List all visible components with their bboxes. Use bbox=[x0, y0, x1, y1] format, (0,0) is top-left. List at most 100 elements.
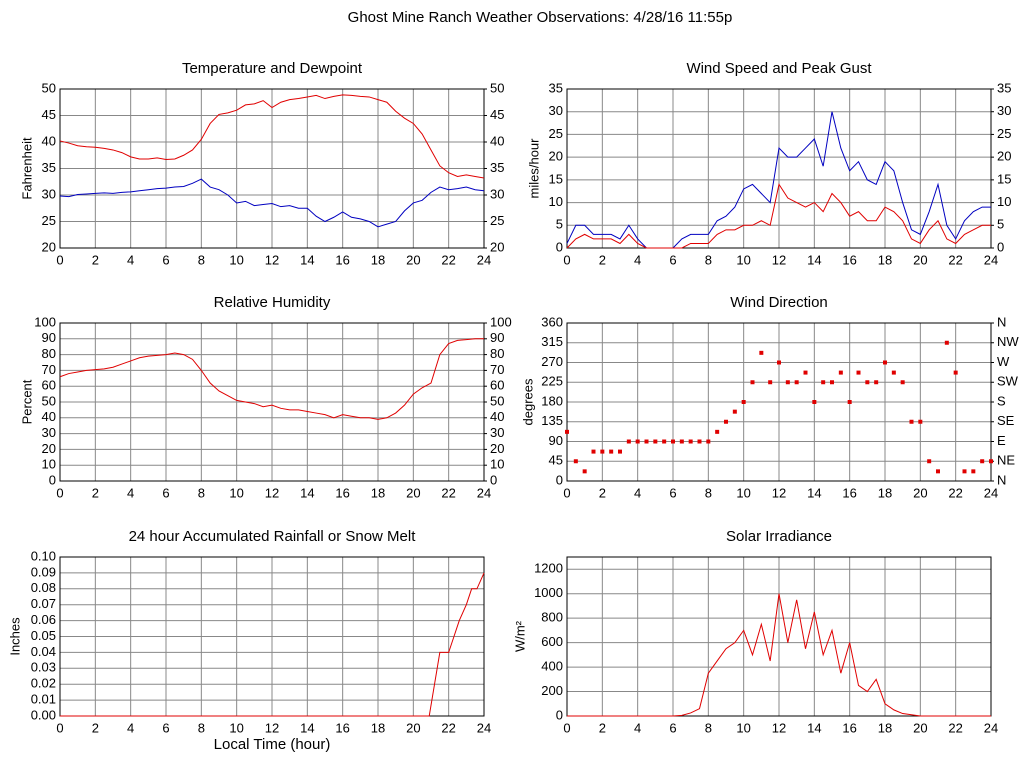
x-tick-label: 12 bbox=[265, 485, 279, 500]
y-tick-label: 800 bbox=[541, 610, 563, 625]
data-point bbox=[741, 400, 746, 404]
x-tick-label: 8 bbox=[198, 720, 205, 735]
data-point bbox=[812, 400, 817, 404]
data-point bbox=[874, 380, 879, 385]
x-tick-label: 4 bbox=[634, 485, 641, 500]
x-tick-label: 6 bbox=[669, 252, 676, 267]
data-point bbox=[847, 400, 852, 404]
data-point bbox=[600, 449, 605, 454]
y-tick-label: 0.07 bbox=[31, 596, 56, 611]
x-tick-label: 14 bbox=[807, 485, 821, 500]
y2-tick-label: NE bbox=[997, 453, 1015, 468]
x-tick-label: 16 bbox=[842, 720, 856, 735]
x-tick-label: 4 bbox=[127, 720, 134, 735]
y-tick-label: 45 bbox=[549, 453, 563, 468]
data-point bbox=[883, 360, 887, 365]
data-point bbox=[971, 469, 976, 474]
data-point bbox=[697, 439, 702, 444]
x-axis-label: Local Time (hour) bbox=[214, 736, 331, 753]
y-tick-label: 25 bbox=[549, 126, 563, 141]
x-tick-label: 18 bbox=[878, 485, 892, 500]
y-tick-label: 40 bbox=[42, 133, 56, 148]
data-line bbox=[567, 593, 991, 717]
y2-tick-label: 45 bbox=[490, 107, 504, 122]
data-point bbox=[750, 380, 755, 385]
y2-tick-label: N bbox=[997, 314, 1006, 329]
data-point bbox=[821, 380, 826, 385]
x-tick-label: 24 bbox=[477, 252, 491, 267]
y2-tick-label: 100 bbox=[490, 314, 512, 329]
y2-tick-label: 25 bbox=[997, 126, 1011, 141]
x-tick-label: 12 bbox=[772, 485, 786, 500]
chart-title: 24 hour Accumulated Rainfall or Snow Mel… bbox=[129, 528, 417, 545]
y-tick-label: 225 bbox=[541, 374, 563, 389]
y-tick-label: 35 bbox=[549, 80, 563, 95]
x-tick-label: 0 bbox=[563, 720, 570, 735]
y2-tick-label: NW bbox=[997, 334, 1019, 349]
x-tick-label: 10 bbox=[229, 485, 243, 500]
x-tick-label: 10 bbox=[736, 720, 750, 735]
y-tick-label: 25 bbox=[42, 213, 56, 228]
y-axis-label: W/m² bbox=[512, 620, 527, 652]
x-tick-label: 18 bbox=[371, 485, 385, 500]
y-tick-label: 35 bbox=[42, 160, 56, 175]
y2-tick-label: 20 bbox=[997, 149, 1011, 164]
y2-tick-label: 0 bbox=[490, 472, 497, 487]
x-tick-label: 14 bbox=[300, 485, 314, 500]
y-tick-label: 0 bbox=[556, 239, 563, 254]
y-tick-label: 1000 bbox=[534, 585, 563, 600]
y-tick-label: 1200 bbox=[534, 561, 563, 576]
data-point bbox=[953, 370, 958, 375]
y-tick-label: 0.02 bbox=[31, 676, 56, 691]
y-tick-label: 70 bbox=[42, 362, 56, 377]
data-point bbox=[724, 419, 728, 424]
plot-frame bbox=[566, 556, 992, 717]
x-tick-label: 0 bbox=[56, 252, 63, 267]
plot-frame bbox=[59, 88, 485, 249]
y-tick-label: 90 bbox=[549, 433, 563, 448]
data-point bbox=[918, 419, 923, 424]
x-tick-label: 4 bbox=[634, 720, 641, 735]
y-tick-label: 0.08 bbox=[31, 580, 56, 595]
x-tick-label: 8 bbox=[198, 485, 205, 500]
y2-tick-label: 5 bbox=[997, 217, 1004, 232]
x-tick-label: 20 bbox=[406, 485, 420, 500]
y-tick-label: 315 bbox=[541, 334, 563, 349]
chart-title: Relative Humidity bbox=[214, 294, 331, 311]
data-point bbox=[909, 419, 914, 424]
y2-tick-label: 0 bbox=[997, 239, 1004, 254]
data-point bbox=[688, 439, 693, 444]
y-tick-label: 400 bbox=[541, 659, 563, 674]
y2-tick-label: 35 bbox=[490, 160, 504, 175]
data-point bbox=[980, 459, 985, 464]
x-tick-label: 22 bbox=[441, 485, 455, 500]
y2-tick-label: SE bbox=[997, 413, 1015, 428]
data-point bbox=[732, 409, 737, 414]
plot-frame bbox=[59, 322, 485, 482]
data-point bbox=[679, 439, 684, 444]
chart-title: Wind Speed and Peak Gust bbox=[686, 60, 872, 77]
y-tick-label: 15 bbox=[549, 171, 563, 186]
y2-tick-label: 35 bbox=[997, 80, 1011, 95]
x-tick-label: 6 bbox=[669, 485, 676, 500]
x-tick-label: 4 bbox=[634, 252, 641, 267]
y2-tick-label: 20 bbox=[490, 239, 504, 254]
data-point bbox=[777, 360, 781, 365]
data-line bbox=[59, 178, 485, 228]
y-tick-label: 0.09 bbox=[31, 564, 56, 579]
data-point bbox=[944, 340, 949, 345]
data-point bbox=[635, 439, 640, 444]
y-tick-label: 100 bbox=[34, 314, 56, 329]
x-tick-label: 16 bbox=[842, 252, 856, 267]
y-axis-label: Inches bbox=[7, 617, 22, 656]
y-tick-label: 80 bbox=[42, 346, 56, 361]
x-tick-label: 10 bbox=[229, 252, 243, 267]
x-tick-label: 16 bbox=[335, 720, 349, 735]
y-axis-label: degrees bbox=[520, 378, 535, 425]
y2-tick-label: W bbox=[997, 354, 1010, 369]
y2-tick-label: 80 bbox=[490, 346, 504, 361]
data-point bbox=[768, 380, 773, 385]
y-tick-label: 0.04 bbox=[31, 644, 56, 659]
data-point bbox=[609, 449, 614, 454]
x-tick-label: 10 bbox=[736, 485, 750, 500]
